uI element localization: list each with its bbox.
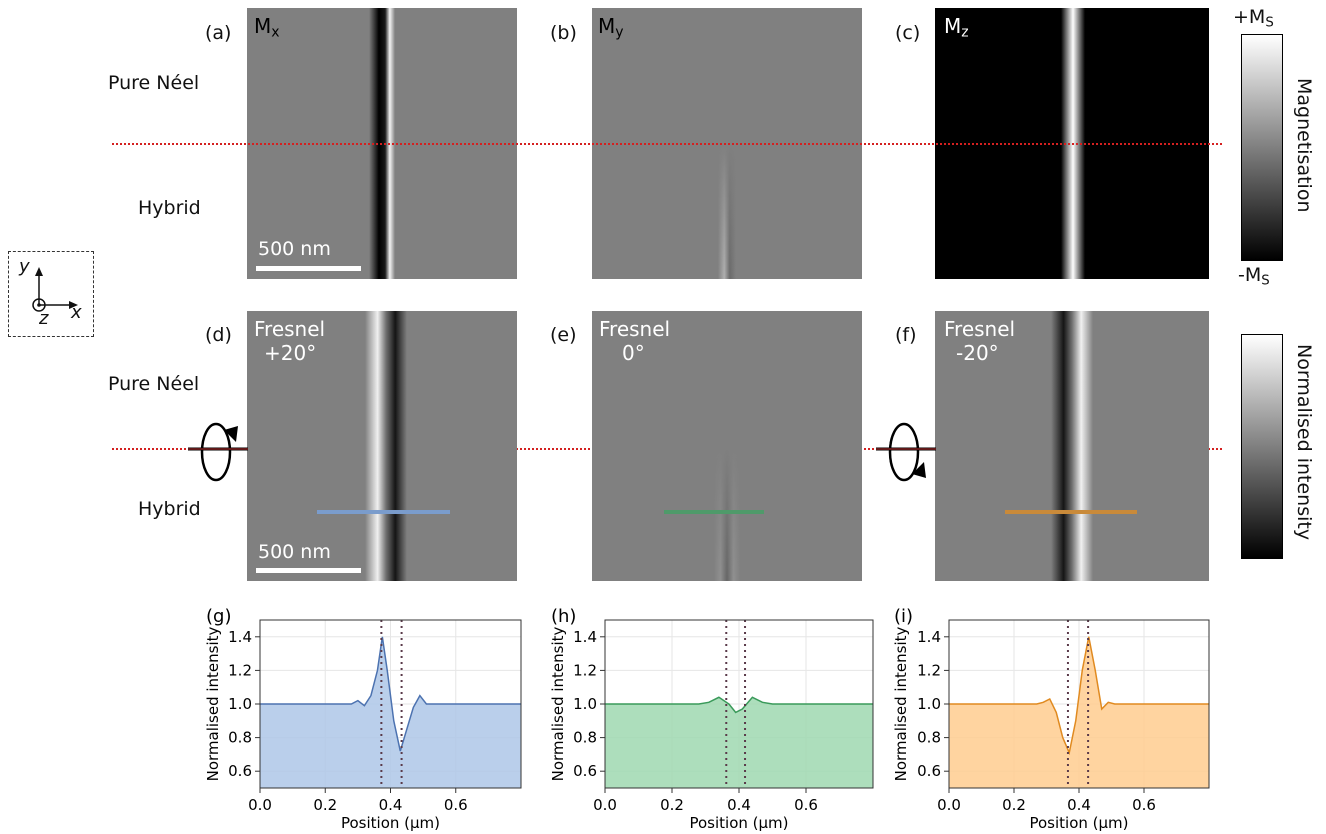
rotation-arrow-negative-icon	[876, 412, 946, 492]
x-tick-label: 0.2	[313, 796, 337, 814]
panel-angle-d: +20°	[264, 341, 316, 365]
lineprofile-plot-h: 0.6 0.8 1.0 1.2 1.4 0.0 0.2 0.4 0.6 Position (μm)…	[545, 600, 885, 834]
y-tick-label: 1.4	[573, 628, 597, 646]
x-axis-label: Position (μm)	[1029, 814, 1128, 832]
panel-label-c: (c)	[895, 22, 920, 44]
plot-panel-label: (i)	[894, 606, 913, 627]
x-tick-label: 0.2	[1002, 796, 1026, 814]
axis-z-label: z	[39, 308, 48, 329]
y-tick-label: 1.2	[228, 661, 252, 679]
y-tick-label: 1.4	[917, 628, 941, 646]
panel-label-f: (f)	[895, 324, 917, 346]
y-tick-label: 0.6	[228, 762, 252, 780]
scalebar-mid	[256, 568, 361, 573]
panel-title-d: Fresnel	[254, 317, 325, 341]
x-tick-label: 0.6	[444, 796, 468, 814]
panel-label-a: (a)	[205, 22, 231, 44]
x-tick-label: 0.0	[937, 796, 961, 814]
y-tick-label: 1.4	[228, 628, 252, 646]
axis-y-label: y	[19, 256, 30, 277]
plot-panel-label: (g)	[206, 606, 231, 627]
panel-title-e: Fresnel	[599, 317, 670, 341]
panel-label-d: (d)	[205, 324, 232, 346]
y-tick-label: 1.2	[917, 661, 941, 679]
x-axis-label: Position (μm)	[689, 814, 788, 832]
y-tick-label: 1.2	[573, 661, 597, 679]
y-tick-label: 1.0	[573, 695, 597, 713]
axis-x-label: x	[71, 302, 82, 323]
panel-label-e: (e)	[550, 324, 577, 346]
y-tick-label: 0.6	[917, 762, 941, 780]
panel-title-f: Fresnel	[944, 317, 1015, 341]
scalebar-label-mid: 500 nm	[258, 541, 331, 563]
panel-title-mx: Mx	[254, 14, 280, 41]
x-tick-label: 0.6	[794, 796, 818, 814]
row-label-hybrid-mid: Hybrid	[138, 498, 201, 520]
x-tick-label: 0.0	[248, 796, 272, 814]
x-tick-label: 0.6	[1132, 796, 1156, 814]
colorbar-intensity	[1241, 334, 1283, 559]
panel-label-b: (b)	[550, 22, 577, 44]
y-tick-label: 1.0	[228, 695, 252, 713]
divider-line-top	[112, 143, 1222, 145]
y-tick-label: 0.8	[917, 729, 941, 747]
row-label-hybrid-top: Hybrid	[138, 197, 201, 219]
colorbar-magnetisation	[1241, 34, 1283, 261]
rotation-arrow-positive-icon	[188, 412, 258, 492]
colorbar-top-min: -MS	[1238, 264, 1270, 288]
axes-icon-box: y z x	[8, 251, 94, 337]
y-axis-label: Normalised intensity	[549, 626, 567, 781]
row-label-pure-top: Pure Néel	[108, 72, 199, 94]
y-tick-label: 1.0	[917, 695, 941, 713]
colorbar-top-max: +MS	[1233, 6, 1274, 30]
x-tick-label: 0.4	[727, 796, 751, 814]
x-axis-label: Position (μm)	[341, 814, 440, 832]
x-tick-label: 0.2	[660, 796, 684, 814]
scalebar-top	[256, 266, 361, 271]
colorbar-mid-title: Normalised intensity	[1293, 344, 1315, 540]
colorbar-top-title: Magnetisation	[1293, 78, 1315, 213]
plot-panel-label: (h)	[551, 606, 576, 627]
panel-angle-e: 0°	[622, 341, 645, 365]
row-label-pure-mid: Pure Néel	[108, 373, 199, 395]
y-tick-label: 0.6	[573, 762, 597, 780]
y-tick-label: 0.8	[573, 729, 597, 747]
x-tick-label: 0.4	[1067, 796, 1091, 814]
scalebar-label-top: 500 nm	[258, 238, 331, 260]
y-axis-label: Normalised intensity	[892, 626, 910, 781]
panel-angle-f: -20°	[956, 341, 999, 365]
panel-title-mz: Mz	[944, 14, 969, 41]
y-axis-label: Normalised intensity	[204, 626, 222, 781]
y-tick-label: 0.8	[228, 729, 252, 747]
x-tick-label: 0.0	[593, 796, 617, 814]
x-tick-label: 0.4	[379, 796, 403, 814]
panel-title-my: My	[598, 14, 624, 41]
